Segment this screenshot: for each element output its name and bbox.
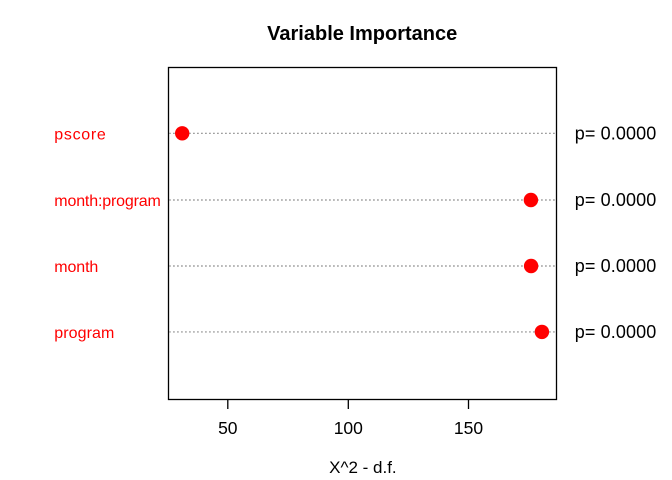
svg-text:p= 0.0000: p= 0.0000 [575, 124, 657, 144]
svg-text:X^2 - d.f.: X^2 - d.f. [329, 458, 397, 477]
svg-text:p= 0.0000: p= 0.0000 [575, 256, 657, 276]
svg-text:150: 150 [454, 418, 483, 438]
svg-text:month: month [54, 259, 98, 276]
svg-text:p= 0.0000: p= 0.0000 [575, 322, 657, 342]
svg-text:100: 100 [334, 418, 363, 438]
svg-text:p= 0.0000: p= 0.0000 [575, 190, 657, 210]
svg-text:month:program: month:program [54, 193, 161, 210]
svg-text:50: 50 [218, 418, 238, 438]
svg-text:Variable Importance: Variable Importance [267, 23, 457, 45]
svg-text:program: program [54, 325, 114, 342]
svg-text:pscore: pscore [54, 126, 106, 143]
